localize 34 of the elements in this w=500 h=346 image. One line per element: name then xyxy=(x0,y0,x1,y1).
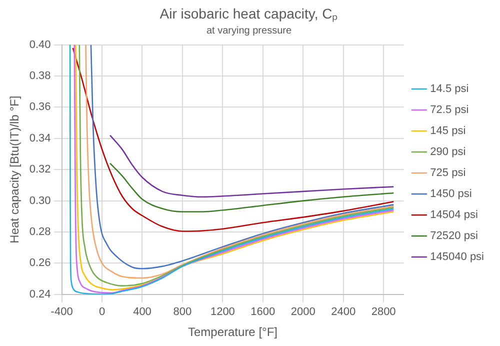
chart-title: Air isobaric heat capacity, Cₚ xyxy=(160,5,338,22)
y-tick-label: 0.38 xyxy=(29,70,51,82)
line-series xyxy=(72,47,394,232)
y-tick-label: 0.40 xyxy=(29,38,51,51)
x-tick-label: 0 xyxy=(98,306,106,318)
legend-label: 14504 psi xyxy=(430,209,478,222)
y-axis-title: Heat capacity [Btu(IT)/lb °F] xyxy=(8,96,22,244)
x-axis-title: Temperature [°F] xyxy=(188,325,278,340)
y-tick-label: 0.28 xyxy=(29,226,51,238)
chart-subtitle: at varying pressure xyxy=(206,26,292,37)
x-tick-label: 2400 xyxy=(331,306,356,318)
x-tick-label: 1200 xyxy=(210,306,235,318)
legend-label: 72.5 psi xyxy=(430,104,469,116)
y-tick-label: 0.30 xyxy=(29,194,51,207)
legend-label: 14.5 psi xyxy=(430,83,469,96)
y-tick-label: 0.36 xyxy=(29,101,51,114)
x-tick-label: 2000 xyxy=(290,306,316,318)
x-tick-label: 1600 xyxy=(250,306,276,318)
y-tick-label: 0.26 xyxy=(29,257,51,270)
y-tick-label: 0.24 xyxy=(29,288,51,300)
y-tick-label: 0.32 xyxy=(29,164,51,176)
legend-label: 72520 psi xyxy=(430,230,478,242)
x-tick-label: 800 xyxy=(173,306,192,318)
x-tick-label: 2800 xyxy=(371,306,396,318)
legend-label: 145 psi xyxy=(430,125,466,138)
x-tick-label: -400 xyxy=(50,306,73,318)
legend-label: 1450 psi xyxy=(430,188,472,200)
x-tick-label: 400 xyxy=(133,306,152,318)
y-tick-label: 0.34 xyxy=(29,132,51,144)
line-series xyxy=(109,162,394,212)
legend-label: 290 psi xyxy=(430,146,466,158)
line-series xyxy=(109,134,394,198)
legend-label: 725 psi xyxy=(430,167,466,180)
legend-label: 145040 psi xyxy=(430,251,484,264)
